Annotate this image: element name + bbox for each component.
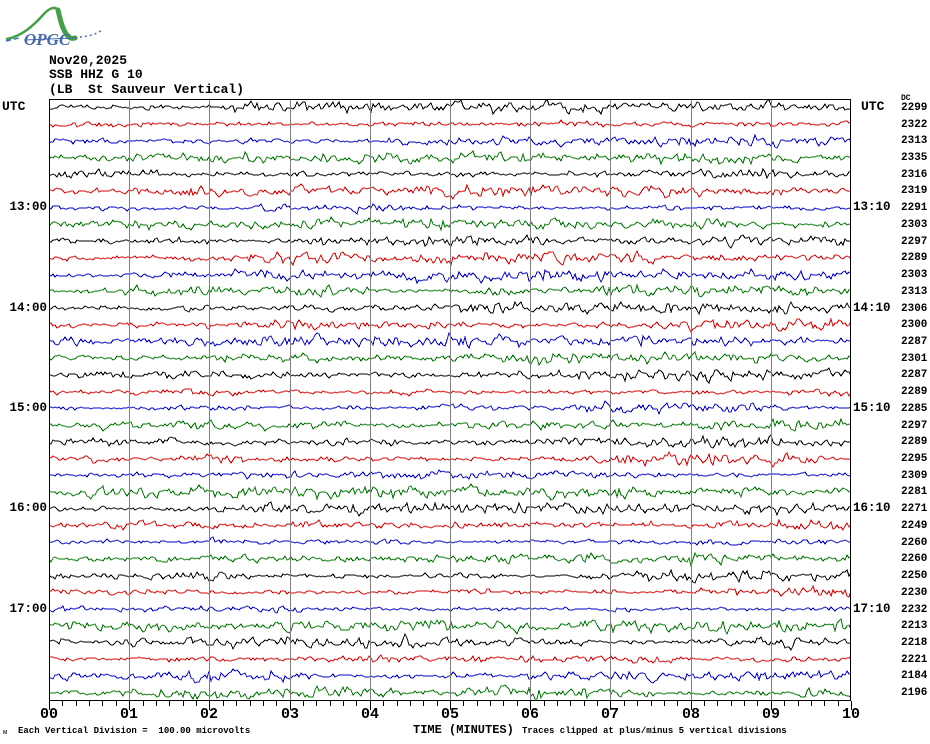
dc-value-row-2: 2322 <box>901 119 928 131</box>
utc-right-header: UTC <box>861 99 885 114</box>
hour-label-right-13:10: 13:10 <box>853 200 891 214</box>
dc-value-row-30: 2230 <box>901 587 928 599</box>
x-tick-label-08: 08 <box>681 706 700 723</box>
dc-column-header: DC <box>901 94 911 103</box>
footer-scale-note: Each Vertical Division = 100.00 microvol… <box>18 726 251 736</box>
dc-value-row-14: 2300 <box>901 319 928 331</box>
dc-value-row-11: 2303 <box>901 269 928 281</box>
footer-corner-mark: м <box>3 729 8 737</box>
hour-label-left-13:00: 13:00 <box>9 200 47 214</box>
x-tick-label-06: 06 <box>520 706 539 723</box>
minute-gridlines <box>129 99 772 701</box>
dc-value-row-32: 2213 <box>901 620 928 632</box>
hour-label-left-15:00: 15:00 <box>9 401 47 415</box>
dc-value-row-1: 2299 <box>901 102 928 114</box>
x-tick-label-07: 07 <box>600 706 619 723</box>
dc-value-row-22: 2295 <box>901 453 928 465</box>
dc-value-row-6: 2319 <box>901 185 928 197</box>
dc-value-row-4: 2335 <box>901 152 928 164</box>
dc-value-row-7: 2291 <box>901 202 928 214</box>
dc-value-row-29: 2250 <box>901 570 928 582</box>
dc-value-row-23: 2309 <box>901 470 928 482</box>
dc-value-row-18: 2289 <box>901 386 928 398</box>
x-tick-label-00: 00 <box>39 706 58 723</box>
logo-dash-left <box>5 37 20 42</box>
dc-value-row-27: 2260 <box>901 537 928 549</box>
dc-value-row-8: 2303 <box>901 219 928 231</box>
dc-value-row-20: 2297 <box>901 420 928 432</box>
x-tick-label-04: 04 <box>360 706 379 723</box>
title-date: Nov20,2025 <box>49 53 128 68</box>
x-tick-label-03: 03 <box>280 706 299 723</box>
dc-value-row-24: 2281 <box>901 486 928 498</box>
dc-value-row-31: 2232 <box>901 604 928 616</box>
dc-value-row-3: 2313 <box>901 135 928 147</box>
hour-label-left-17:00: 17:00 <box>9 602 47 616</box>
x-tick-label-02: 02 <box>199 706 218 723</box>
hour-label-left-14:00: 14:00 <box>9 301 47 315</box>
dc-value-row-17: 2287 <box>901 369 928 381</box>
x-tick-label-10: 10 <box>841 706 860 723</box>
hour-label-right-16:10: 16:10 <box>853 501 891 515</box>
hour-label-right-14:10: 14:10 <box>853 301 891 315</box>
x-tick-label-01: 01 <box>119 706 138 723</box>
dc-value-row-21: 2289 <box>901 436 928 448</box>
dc-value-row-33: 2218 <box>901 637 928 649</box>
dc-value-row-13: 2306 <box>901 303 928 315</box>
dc-value-row-15: 2287 <box>901 336 928 348</box>
dc-value-row-35: 2184 <box>901 670 928 682</box>
dc-value-row-19: 2285 <box>901 403 928 415</box>
title-location: (LB St Sauveur Vertical) <box>49 82 245 97</box>
dc-value-row-16: 2301 <box>901 353 928 365</box>
hour-label-right-17:10: 17:10 <box>853 602 891 616</box>
dc-value-row-36: 2196 <box>901 687 928 699</box>
dc-value-row-34: 2221 <box>901 654 928 666</box>
logo-dash-right <box>74 29 103 39</box>
dc-value-row-26: 2249 <box>901 520 928 532</box>
dc-value-row-28: 2260 <box>901 553 928 565</box>
x-tick-label-05: 05 <box>440 706 459 723</box>
footer-clip-note: Traces clipped at plus/minus 5 vertical … <box>522 726 787 736</box>
dc-value-row-12: 2313 <box>901 286 928 298</box>
plot-border <box>49 99 851 701</box>
dc-value-row-9: 2297 <box>901 236 928 248</box>
hour-label-right-15:10: 15:10 <box>853 401 891 415</box>
hour-label-left-16:00: 16:00 <box>9 501 47 515</box>
dc-value-row-10: 2289 <box>901 252 928 264</box>
dc-value-row-25: 2271 <box>901 503 928 515</box>
opgc-logo: OPGC <box>5 6 103 49</box>
title-station: SSB HHZ G 10 <box>49 67 143 82</box>
x-tick-label-09: 09 <box>761 706 780 723</box>
dc-value-row-5: 2316 <box>901 169 928 181</box>
x-axis-title: TIME (MINUTES) <box>413 723 514 737</box>
utc-left-header: UTC <box>2 99 26 114</box>
x-axis-ticks <box>49 701 852 710</box>
